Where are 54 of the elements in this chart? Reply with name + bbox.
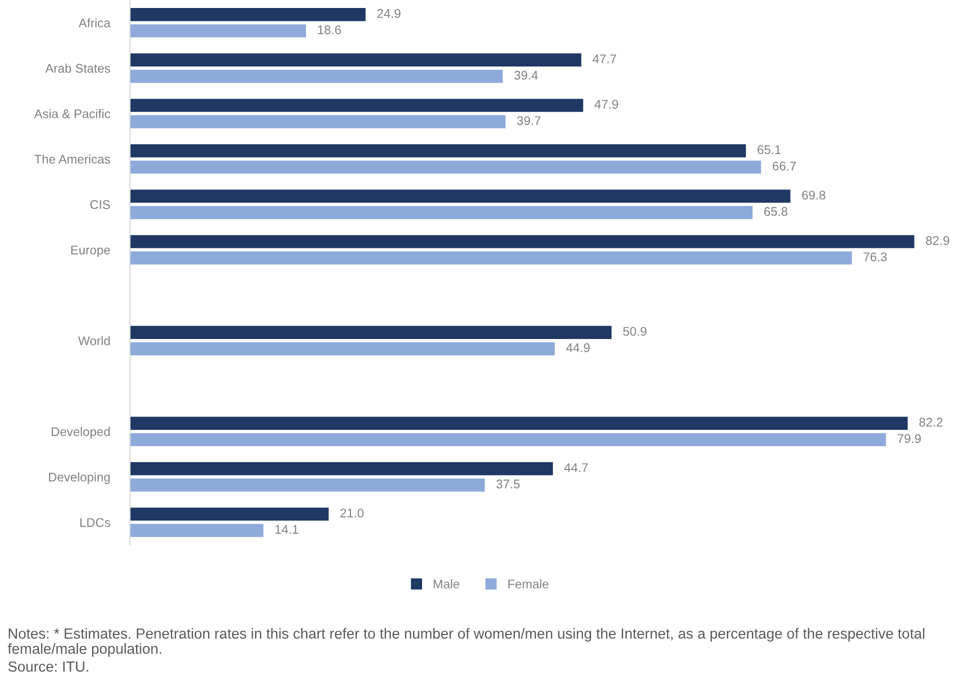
bar [130, 70, 503, 83]
source-note: Source: ITU. [8, 661, 88, 672]
data-label: 47.7 [592, 54, 616, 64]
bar [130, 190, 790, 203]
legend-label: Female [508, 579, 548, 588]
bar [130, 144, 746, 158]
data-label: 82.9 [926, 236, 950, 245]
y-tick-label: World [78, 336, 110, 346]
bar [130, 416, 908, 430]
data-label: 44.9 [566, 343, 590, 352]
bar [130, 433, 886, 446]
data-label: 39.4 [514, 70, 538, 80]
y-tick-label: The Americas [34, 154, 110, 164]
data-label: 47.9 [594, 100, 618, 109]
data-label: 79.9 [898, 434, 921, 443]
bar [130, 326, 612, 339]
bar [130, 235, 914, 248]
text: Notes: * Estimates. Penetration rates in this chart refer to the number of women/men using the Internet, as a percentage of the respective total female/male population. [8, 628, 924, 657]
data-label: 82.2 [919, 418, 943, 427]
data-label: 39.7 [517, 116, 540, 126]
data-label: 21.0 [340, 508, 364, 518]
bar [130, 462, 553, 476]
bar [130, 478, 485, 492]
data-label: 18.6 [318, 25, 341, 34]
bar [130, 24, 306, 38]
data-label: 69.8 [802, 190, 826, 200]
data-label: 24.9 [377, 9, 400, 18]
bar [130, 160, 762, 174]
bar [130, 115, 506, 128]
bar [130, 206, 753, 220]
data-label: 76.3 [864, 252, 887, 262]
bar [130, 508, 329, 521]
y-tick-label: Developing [49, 472, 110, 484]
y-tick-label: LDCs [80, 518, 110, 527]
bar [130, 98, 584, 112]
bar [130, 524, 264, 538]
data-label: 50.9 [623, 326, 646, 336]
y-tick-label: Asia & Pacific [34, 109, 110, 118]
data-label: 65.8 [764, 207, 788, 216]
y-tick-label: Arab States [45, 64, 110, 73]
data-label: 14.1 [275, 525, 298, 534]
data-label: 37.5 [496, 480, 520, 488]
bar [130, 8, 366, 22]
y-tick-label: CIS [90, 200, 110, 210]
bar [130, 342, 555, 356]
data-label: 65.1 [758, 145, 781, 154]
bar [130, 251, 852, 265]
legend-label: Male [434, 579, 460, 588]
y-tick-label: Developed [52, 426, 110, 439]
data-label: 44.7 [564, 463, 588, 472]
data-label: 66.7 [772, 162, 796, 170]
y-tick-label: Europe [71, 246, 110, 257]
y-tick-label: Africa [78, 18, 111, 28]
bar [130, 53, 582, 66]
